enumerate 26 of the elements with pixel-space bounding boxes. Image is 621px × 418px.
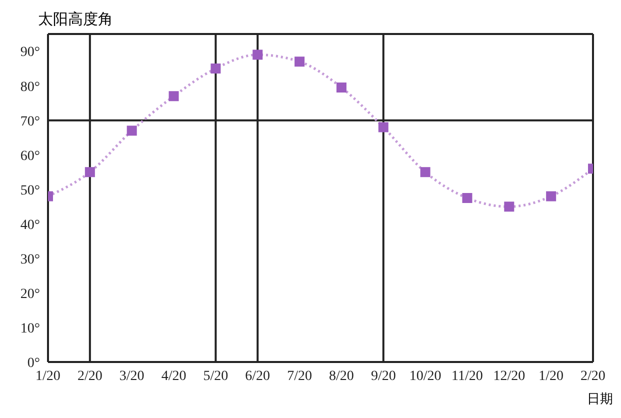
x-tick-label: 2/20 [77, 368, 102, 384]
y-axis-title: 太阳高度角 [38, 10, 113, 29]
x-tick-label: 10/20 [409, 368, 442, 384]
x-tick-label: 3/20 [119, 368, 144, 384]
y-tick-label: 20° [20, 286, 40, 302]
y-tick-label: 80° [20, 80, 40, 95]
x-tick-label: 1/20 [36, 368, 60, 384]
x-tick-label: 7/20 [287, 368, 312, 384]
x-tick-label: 12/20 [493, 368, 526, 384]
y-tick-label: 30° [20, 252, 40, 268]
x-tick-label: 11/20 [452, 368, 483, 384]
y-tick-label: 50° [20, 183, 40, 198]
x-tick-label: 8/20 [329, 368, 354, 384]
y-tick-label: 0° [27, 356, 40, 371]
x-tick-label: 6/20 [245, 368, 270, 384]
y-tick-label: 90° [20, 45, 40, 60]
x-tick-label: 1/20 [538, 368, 564, 384]
y-tick-label: 40° [20, 218, 40, 233]
x-tick-label: 4/20 [161, 368, 186, 384]
x-tick-label: 2/20 [580, 368, 606, 384]
x-tick-label: 5/20 [203, 368, 228, 384]
x-axis-title: 日期 [587, 391, 613, 408]
y-tick-label: 10° [20, 321, 40, 336]
y-tick-label: 60° [20, 148, 40, 164]
x-tick-label: 9/20 [370, 368, 396, 384]
y-tick-label: 70° [20, 114, 40, 130]
